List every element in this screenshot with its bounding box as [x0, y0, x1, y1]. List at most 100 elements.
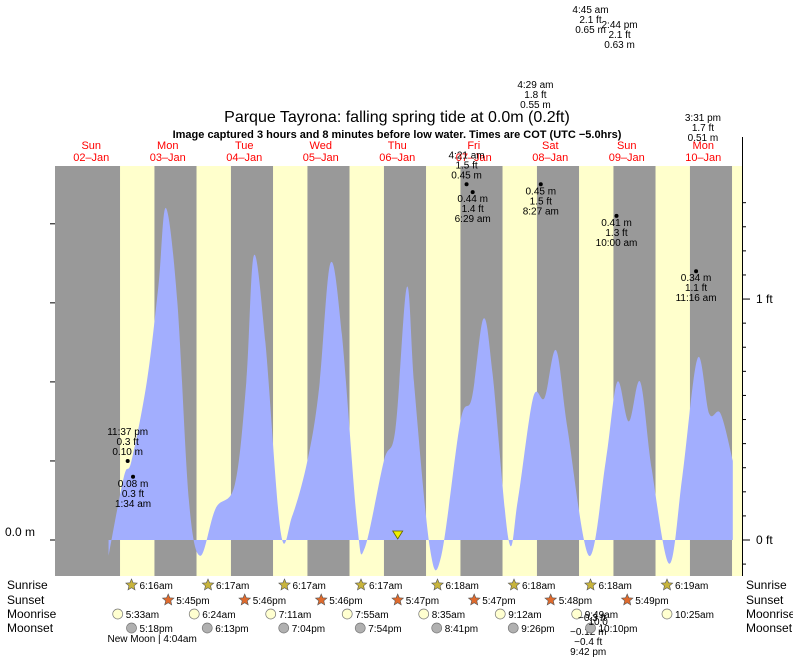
offscale-tide-label: 2:44 pm [601, 20, 637, 31]
moonset-icon [431, 622, 443, 634]
date-label: 03–Jan [150, 152, 186, 164]
tide-label: 11:37 pm [107, 427, 148, 438]
daylight-band [732, 166, 742, 576]
tide-label: 0.10 m [112, 447, 143, 458]
day-of-week-label: Wed [310, 140, 332, 152]
day-of-week-label: Mon [693, 140, 714, 152]
moonrise-time: 7:11am [279, 610, 312, 621]
offscale-tide-label: 2.1 ft [608, 30, 630, 41]
row-label-left-sunrise: Sunrise [7, 578, 48, 592]
tide-label: 11:16 am [676, 293, 717, 304]
tide-extreme-point [694, 269, 699, 274]
date-label: 10–Jan [685, 152, 721, 164]
tide-label: 0.08 m [118, 479, 149, 490]
date-label: 02–Jan [73, 152, 109, 164]
tide-label: 0.3 ft [122, 489, 144, 500]
moonrise-icon [188, 608, 200, 620]
moonset-time: 5:18pm [140, 624, 173, 635]
offscale-tide-label: 9:42 pm [570, 647, 606, 658]
row-label-right-sunrise: Sunrise [746, 578, 787, 592]
sunrise-time: 6:16am [140, 581, 173, 592]
moonrise-time: 9:49am [585, 610, 618, 621]
tide-label: 0.41 m [601, 218, 632, 229]
sunrise-icon [507, 578, 521, 591]
tide-label: 0.44 m [457, 194, 488, 205]
moonset-icon [278, 622, 290, 634]
sunrise-icon [278, 578, 291, 591]
tide-label: 1.4 ft [462, 204, 484, 215]
moonrise-time: 8:35am [432, 610, 465, 621]
sunset-time: 5:46pm [253, 596, 286, 607]
day-of-week-label: Thu [388, 140, 407, 152]
sunrise-time: 6:17am [369, 581, 402, 592]
current-time-marker [391, 530, 404, 540]
moonset-icon [507, 622, 519, 634]
date-label: 06–Jan [379, 152, 415, 164]
tide-label: 8:27 am [523, 206, 559, 217]
day-of-week-label: Sat [542, 140, 559, 152]
offscale-tide-label: 4:45 am [572, 5, 608, 16]
tide-extreme-point [131, 474, 136, 479]
row-label-left-sunset: Sunset [7, 593, 45, 607]
moonrise-time: 7:55am [355, 610, 388, 621]
tide-extreme-point [470, 190, 475, 195]
tide-extreme-point [614, 213, 619, 218]
day-of-week-label: Sun [617, 140, 637, 152]
row-label-right-moonset: Moonset [746, 621, 793, 635]
sunrise-time: 6:18am [522, 581, 555, 592]
offscale-tide-label: 1.8 ft [524, 90, 546, 101]
tide-label: 1.5 ft [530, 196, 552, 207]
row-label-right-sunset: Sunset [746, 593, 784, 607]
moonset-icon [585, 622, 596, 634]
sunset-time: 5:45pm [176, 596, 209, 607]
sunset-time: 5:47pm [482, 596, 515, 607]
date-label: 09–Jan [609, 152, 645, 164]
tide-label: 1.1 ft [685, 283, 707, 294]
tide-label: 4:21 am [448, 150, 484, 161]
moonset-icon [354, 622, 366, 634]
moonset-time: 8:41pm [445, 624, 478, 635]
moonset-time: 7:54pm [368, 624, 401, 635]
sunset-time: 5:46pm [329, 596, 362, 607]
sunrise-icon [125, 578, 138, 591]
sunrise-time: 6:19am [675, 581, 708, 592]
offscale-tide-label: 1.7 ft [692, 123, 714, 134]
offscale-tide-label: 0.63 m [604, 40, 635, 51]
offscale-tide-label: 4:29 am [517, 80, 553, 91]
tide-label: 0.45 m [451, 170, 482, 181]
sunset-icon [467, 593, 481, 606]
moonset-time: 7:04pm [292, 624, 325, 635]
tide-label: 0.45 m [525, 186, 556, 197]
moonrise-time: 5:33am [126, 610, 159, 621]
event-note: New Moon | 4:04am [107, 634, 196, 645]
day-of-week-label: Tue [235, 140, 254, 152]
tide-label: 0.3 ft [117, 437, 139, 448]
sunrise-time: 6:18am [599, 581, 632, 592]
moonset-icon [126, 622, 137, 634]
day-of-week-label: Sun [81, 140, 101, 152]
sunrise-time: 6:17am [216, 581, 249, 592]
date-label: 05–Jan [303, 152, 339, 164]
sunset-icon [238, 593, 252, 606]
day-of-week-label: Mon [157, 140, 178, 152]
tide-label: 1.5 ft [455, 160, 477, 171]
tide-extreme-point [464, 182, 469, 187]
sunrise-time: 6:18am [446, 581, 479, 592]
sunset-icon [391, 593, 405, 606]
tide-label: 1.3 ft [605, 228, 627, 239]
moonrise-time: 10:25am [675, 610, 714, 621]
moonrise-icon [661, 608, 673, 620]
offscale-tide-label: 0.51 m [688, 133, 719, 144]
date-label: 04–Jan [226, 152, 262, 164]
sunset-time: 5:48pm [559, 596, 592, 607]
date-label: 08–Jan [532, 152, 568, 164]
sunrise-icon [354, 578, 368, 591]
sunrise-icon [201, 578, 215, 591]
moonset-time: 10:10pm [599, 624, 638, 635]
row-label-left-moonrise: Moonrise [7, 607, 57, 621]
chart-title: Parque Tayrona: falling spring tide at 0… [224, 109, 570, 126]
sunrise-icon [660, 578, 674, 591]
offscale-tide-label: 3:31 pm [685, 113, 721, 124]
tide-label: 1:34 am [115, 499, 151, 510]
moonrise-icon [112, 608, 124, 620]
